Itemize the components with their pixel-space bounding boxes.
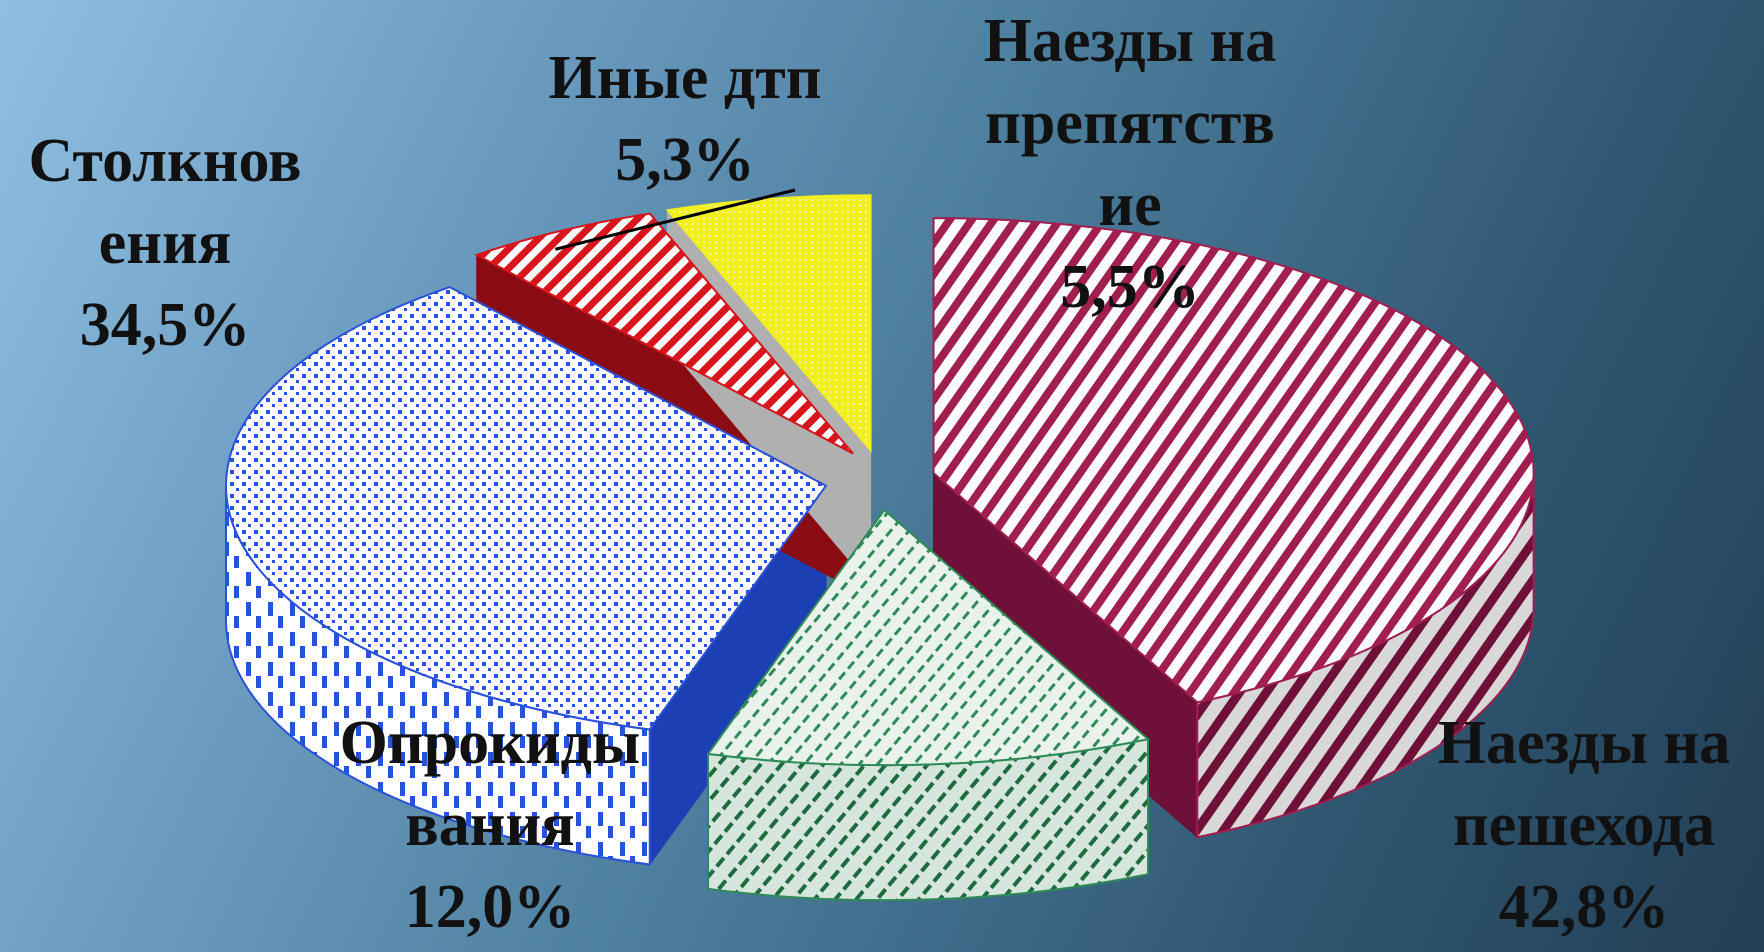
label-overturn-line2: вания xyxy=(405,791,575,859)
label-collision-line2: ения xyxy=(98,209,232,277)
label-collision-value: 34,5% xyxy=(79,291,251,359)
label-other-value: 5,3% xyxy=(615,126,755,194)
label-obstacle: Наезды на препятств ие 5,5% xyxy=(930,0,1330,328)
slice-collision xyxy=(225,286,828,731)
label-collision-line1: Столкнов xyxy=(28,127,302,195)
label-obstacle-line3: ие xyxy=(1098,171,1162,239)
label-pedestrian-line1: Наезды на xyxy=(1437,709,1731,777)
label-other-line1: Иные дтп xyxy=(548,44,822,112)
label-overturn-line1: Опрокиды xyxy=(339,709,641,777)
slice-pedestrian xyxy=(932,217,1535,704)
label-collision: Столкнов ения 34,5% xyxy=(0,120,330,366)
label-obstacle-value: 5,5% xyxy=(1060,253,1200,321)
label-pedestrian-value: 42,8% xyxy=(1498,873,1670,941)
label-pedestrian: Наезды на пешехода 42,8% xyxy=(1404,702,1764,948)
slice-other xyxy=(474,212,854,455)
slice-obstacle xyxy=(665,194,872,453)
leader-line-other xyxy=(554,188,796,251)
slice-overturn xyxy=(706,508,1151,767)
label-obstacle-line1: Наезды на xyxy=(983,7,1277,75)
label-overturn-value: 12,0% xyxy=(404,873,576,941)
label-overturn: Опрокиды вания 12,0% xyxy=(290,702,690,948)
label-pedestrian-line2: пешехода xyxy=(1452,791,1716,859)
label-other: Иные дтп 5,3% xyxy=(520,37,850,201)
label-obstacle-line2: препятств xyxy=(985,89,1275,157)
